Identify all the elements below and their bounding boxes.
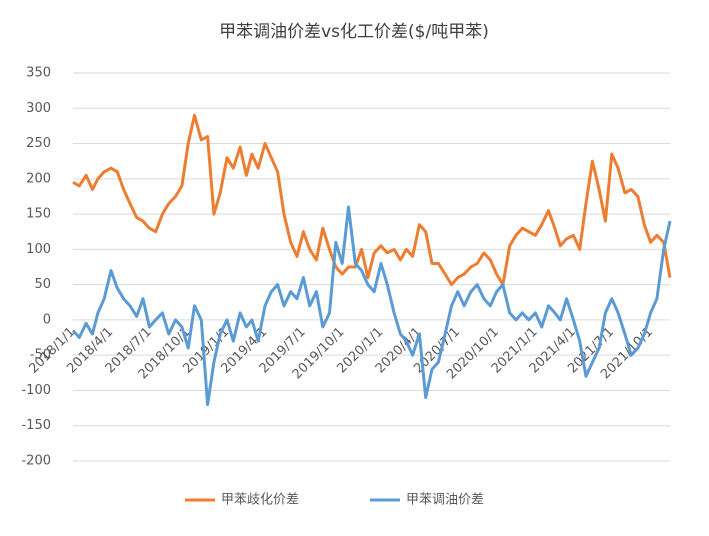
y-tick-label: 200 — [26, 171, 51, 186]
y-tick-label: -150 — [21, 418, 51, 433]
legend-label: 甲苯调油价差 — [406, 493, 484, 508]
y-tick-label: 150 — [26, 207, 51, 222]
series-line — [72, 113, 672, 287]
y-tick-label: 250 — [26, 136, 51, 151]
y-tick-label: -200 — [21, 454, 51, 469]
y-tick-label: 350 — [26, 66, 51, 81]
y-tick-label: 300 — [26, 101, 51, 116]
y-tick-label: -100 — [21, 383, 51, 398]
y-tick-label: 50 — [34, 277, 51, 292]
series-line — [71, 205, 672, 407]
chart-title: 甲苯调油价差vs化工价差($/吨甲苯) — [219, 22, 489, 42]
y-tick-label: -50 — [30, 348, 51, 363]
y-tick-label: 0 — [43, 312, 51, 327]
legend-label: 甲苯歧化价差 — [221, 493, 299, 508]
y-tick-label: 100 — [26, 242, 51, 257]
